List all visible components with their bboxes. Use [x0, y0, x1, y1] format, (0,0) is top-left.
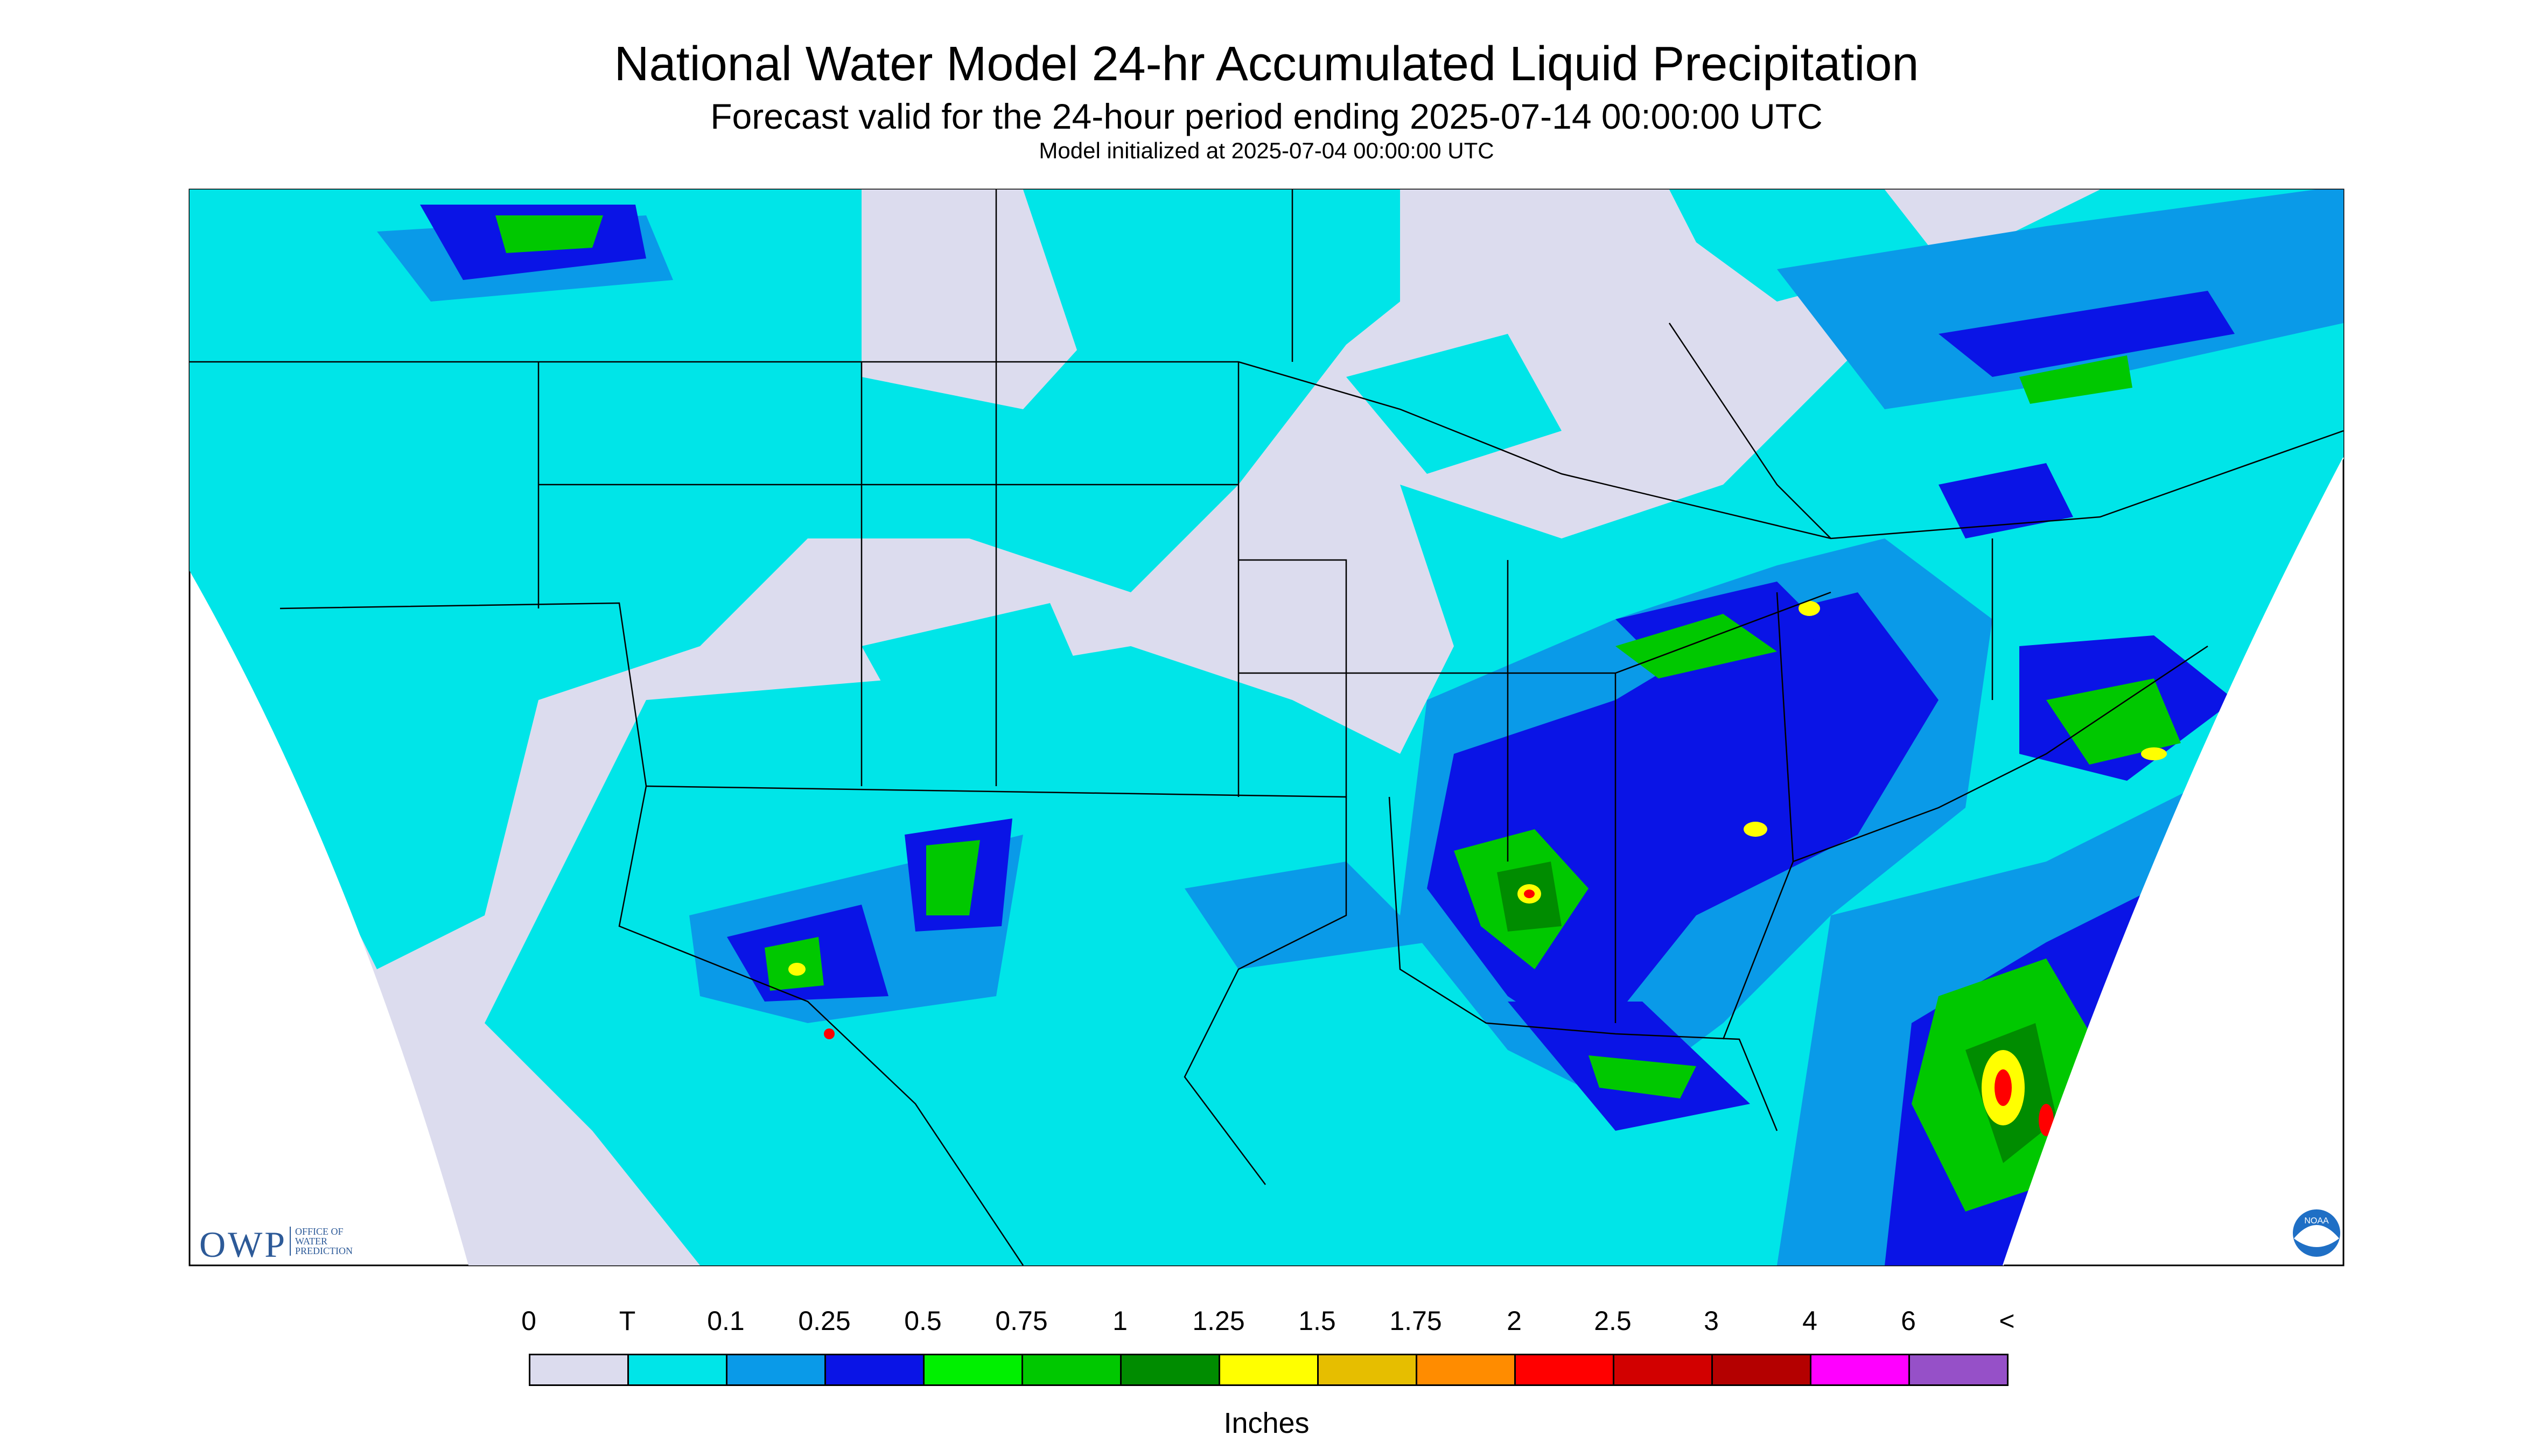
legend-label: 0.1: [707, 1306, 745, 1336]
noaa-text: NOAA: [2304, 1216, 2329, 1226]
legend-swatch: [529, 1354, 629, 1386]
legend-label: <: [1999, 1306, 2015, 1336]
owp-text-line-2: WATER: [295, 1236, 327, 1247]
legend-swatch: [1514, 1354, 1614, 1386]
legend-swatch: [1416, 1354, 1516, 1386]
legend-swatch: [923, 1354, 1023, 1386]
legend-label: 3: [1704, 1306, 1719, 1336]
legend-swatch: [1120, 1354, 1220, 1386]
owp-office-text: OFFICE OF WATER PREDICTION: [290, 1227, 353, 1256]
precip-field: [190, 190, 2343, 1265]
owp-logo: OWP OFFICE OF WATER PREDICTION: [199, 1223, 353, 1266]
map-subtitle: Forecast valid for the 24-hour period en…: [710, 96, 1823, 136]
boundaries: [190, 190, 2343, 1265]
legend-swatch: [1613, 1354, 1713, 1386]
legend-swatch: [1021, 1354, 1122, 1386]
legend-label: 0.75: [995, 1306, 1048, 1336]
legend-units: Inches: [1223, 1407, 1310, 1439]
legend-swatch: [627, 1354, 727, 1386]
legend-label: 1.5: [1298, 1306, 1336, 1336]
max-cores: [824, 890, 2054, 1136]
owp-text-line-3: PREDICTION: [295, 1245, 353, 1256]
legend-label: 0.25: [798, 1306, 851, 1336]
legend-label: 0.5: [904, 1306, 942, 1336]
legend-label: 6: [1901, 1306, 1916, 1336]
legend-label: 2: [1507, 1306, 1522, 1336]
legend-swatch: [1810, 1354, 1910, 1386]
legend-label: 1: [1112, 1306, 1128, 1336]
legend-swatch: [726, 1354, 826, 1386]
owp-initials: OWP: [199, 1224, 288, 1265]
legend-label: 0: [521, 1306, 536, 1336]
legend-label: 4: [1802, 1306, 1817, 1336]
legend-swatch: [1317, 1354, 1417, 1386]
legend-label: 2.5: [1594, 1306, 1632, 1336]
legend-label: T: [619, 1306, 636, 1336]
owp-text-line-1: OFFICE OF: [295, 1226, 344, 1237]
map-title: National Water Model 24-hr Accumulated L…: [614, 37, 1919, 91]
legend-swatch: [1711, 1354, 1811, 1386]
legend-swatch: [1908, 1354, 2009, 1386]
legend-label: 1.75: [1389, 1306, 1442, 1336]
legend-swatch: [824, 1354, 925, 1386]
model-init-text: Model initialized at 2025-07-04 00:00:00…: [1039, 138, 1494, 163]
noaa-logo: NOAA: [2291, 1207, 2342, 1259]
legend-label: 1.25: [1192, 1306, 1245, 1336]
legend-swatch: [1219, 1354, 1319, 1386]
